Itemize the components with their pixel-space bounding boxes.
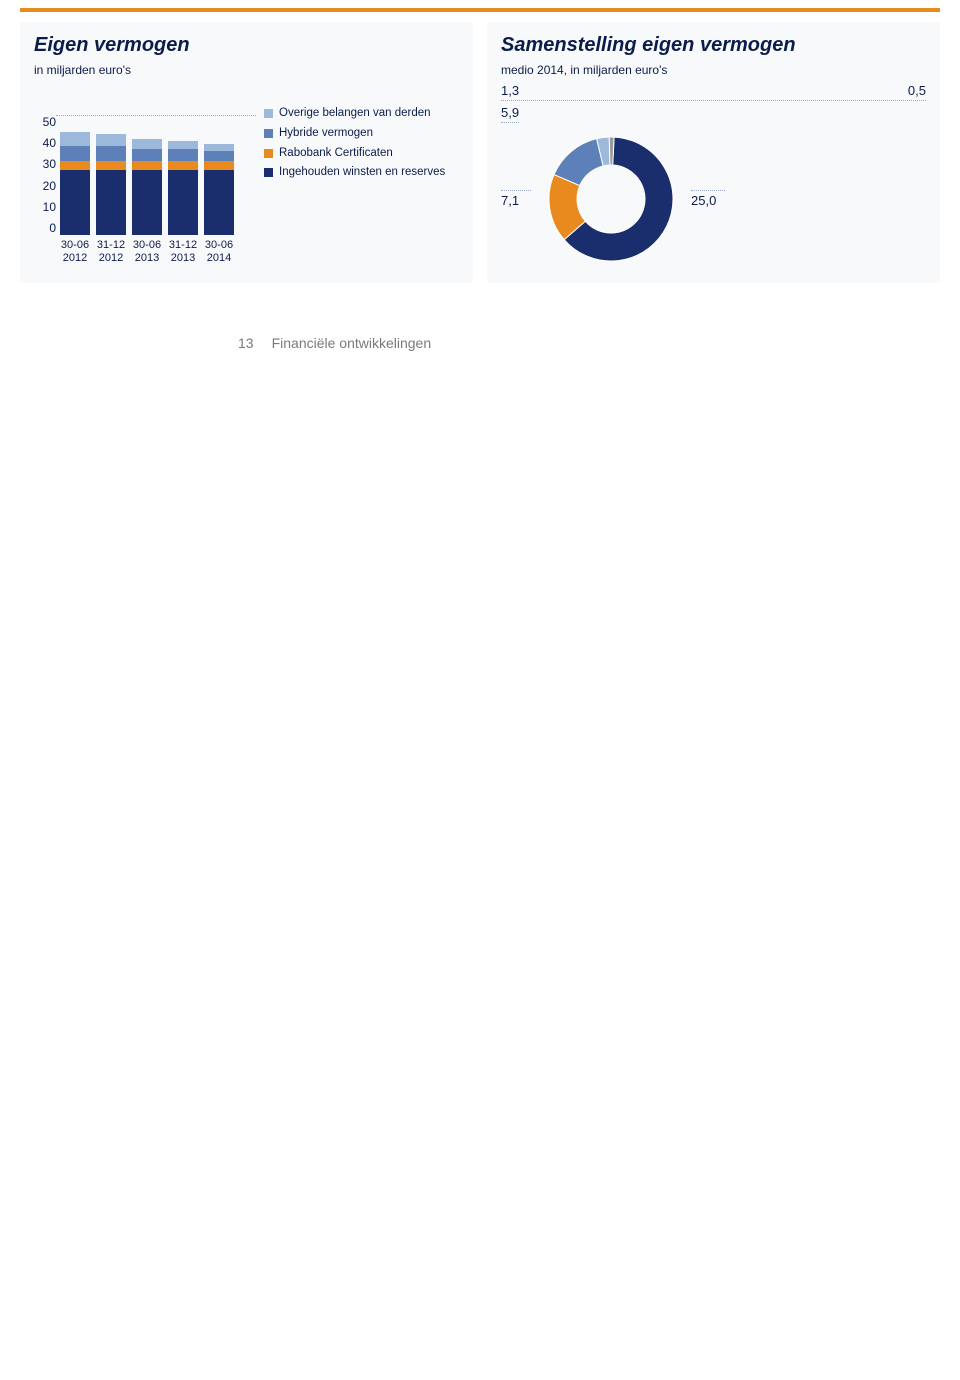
bar-segment-overige: [204, 144, 234, 151]
donut-slice: [609, 137, 614, 165]
accent-bar: [20, 8, 940, 12]
legend-swatch: [264, 168, 273, 177]
bar-segment-ingehouden: [168, 170, 198, 235]
y-tick: 0: [34, 221, 56, 235]
y-tick: 10: [34, 200, 56, 214]
bar-segment-overige: [60, 132, 90, 146]
y-tick: 20: [34, 179, 56, 193]
panel-subtitle: in miljarden euro's: [34, 63, 459, 77]
bar-segment-hybride: [96, 146, 126, 160]
panel-title: Eigen vermogen: [34, 34, 459, 57]
legend-label: Hybride vermogen: [279, 127, 373, 141]
bar-segment-overige: [168, 141, 198, 148]
bar-segment-certificaten: [204, 161, 234, 171]
bar-segment-hybride: [204, 151, 234, 161]
legend-label: Rabobank Certificaten: [279, 147, 393, 161]
bar-segment-overige: [132, 139, 162, 149]
donut-chart: [541, 129, 681, 269]
legend-item: Rabobank Certificaten: [264, 147, 459, 161]
value-59: 5,9: [501, 105, 519, 123]
page-number: 13: [238, 335, 254, 351]
y-tick: 40: [34, 136, 56, 150]
bar-segment-overige: [96, 134, 126, 146]
legend-swatch: [264, 109, 273, 118]
bar-segment-ingehouden: [132, 170, 162, 235]
bar-segment-certificaten: [60, 161, 90, 171]
bar-segment-hybride: [132, 149, 162, 161]
y-tick: 50: [34, 115, 56, 129]
bar-x-axis: 30-06201231-12201230-06201331-12201330-0…: [56, 239, 256, 265]
x-tick: 30-062012: [60, 239, 90, 265]
footer-label: Financiële ontwikkelingen: [272, 335, 432, 351]
bar-segment-hybride: [60, 146, 90, 160]
bar-segment-ingehouden: [60, 170, 90, 235]
legend-label: Ingehouden winsten en reserves: [279, 166, 445, 180]
legend-item: Ingehouden winsten en reserves: [264, 166, 459, 180]
legend-swatch: [264, 129, 273, 138]
page-footer: 13 Financiële ontwikkelingen: [0, 335, 960, 371]
bar-chart: [56, 115, 256, 235]
bar: [168, 141, 198, 235]
panel-eigen-vermogen: Eigen vermogen in miljarden euro's 50 40 3…: [20, 22, 473, 283]
value-top-right: 0,5: [908, 83, 926, 98]
bar-segment-ingehouden: [96, 170, 126, 235]
bar-y-axis: 50 40 30 20 10 0: [34, 115, 56, 235]
bar-segment-hybride: [168, 149, 198, 161]
panel-title: Samenstelling eigen vermogen: [501, 34, 926, 57]
bar-segment-certificaten: [96, 161, 126, 171]
value-top-left: 1,3: [501, 83, 519, 98]
value-left: 7,1: [501, 190, 531, 208]
legend-label: Overige belangen van derden: [279, 107, 431, 121]
legend-swatch: [264, 149, 273, 158]
legend-item: Overige belangen van derden: [264, 107, 459, 121]
x-tick: 31-122012: [96, 239, 126, 265]
bar: [204, 144, 234, 235]
y-tick: 30: [34, 157, 56, 171]
value-right: 25,0: [691, 190, 725, 208]
bar: [96, 134, 126, 235]
x-tick: 30-062013: [132, 239, 162, 265]
panel-samenstelling: Samenstelling eigen vermogen medio 2014,…: [487, 22, 940, 283]
legend-item: Hybride vermogen: [264, 127, 459, 141]
bar: [132, 139, 162, 235]
panel-subtitle: medio 2014, in miljarden euro's: [501, 63, 926, 77]
x-tick: 30-062014: [204, 239, 234, 265]
bar: [60, 132, 90, 235]
x-tick: 31-122013: [168, 239, 198, 265]
bar-segment-ingehouden: [204, 170, 234, 235]
body-text: [280, 283, 920, 335]
bar-segment-certificaten: [132, 161, 162, 171]
bar-segment-certificaten: [168, 161, 198, 171]
bar-legend: Overige belangen van derden Hybride vermo…: [264, 107, 459, 265]
